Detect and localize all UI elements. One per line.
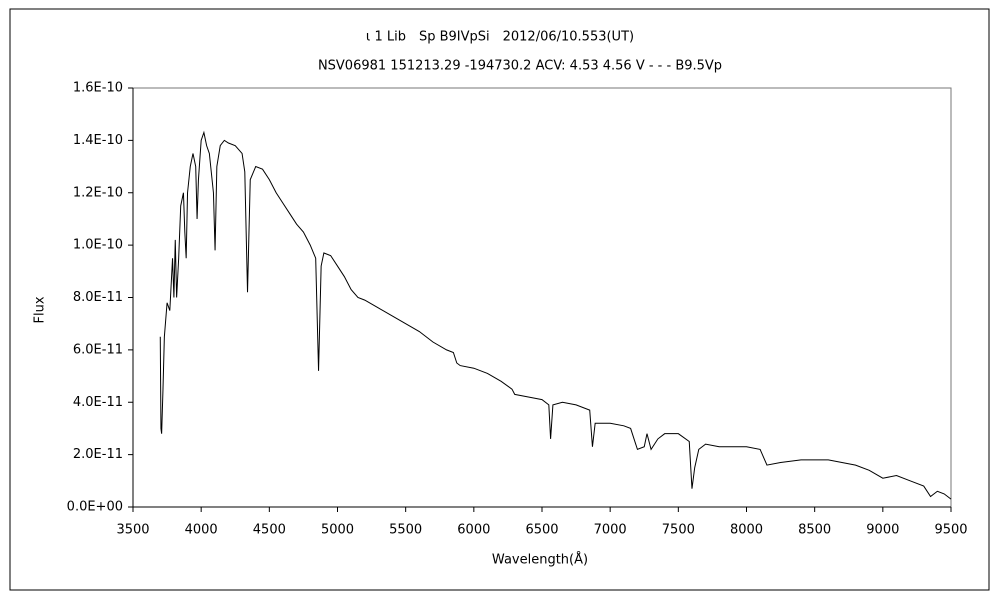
x-tick-label: 5000 (321, 523, 354, 538)
frame (9, 8, 990, 591)
plot-area (132, 87, 952, 508)
x-tick-label: 7000 (594, 523, 627, 538)
chart-title: ι 1 Lib Sp B9IVpSi 2012/06/10.553(UT) (366, 30, 634, 45)
x-tick-label: 8000 (730, 523, 763, 538)
y-tick-label: 0.0E+00 (67, 500, 123, 515)
x-tick-label: 4000 (185, 523, 218, 538)
x-axis-label: Wavelength(Å) (492, 552, 588, 568)
y-tick-label: 1.0E-10 (73, 238, 123, 253)
y-tick-label: 1.6E-10 (73, 81, 123, 96)
y-tick-label: 1.2E-10 (73, 185, 123, 200)
y-tick-label: 8.0E-11 (73, 290, 123, 305)
chart-subtitle: NSV06981 151213.29 -194730.2 ACV: 4.53 4… (318, 59, 722, 74)
x-tick-label: 3500 (116, 523, 149, 538)
x-tick-label: 9500 (934, 523, 967, 538)
y-tick-label: 1.4E-10 (73, 133, 123, 148)
x-tick-label: 4500 (253, 523, 286, 538)
x-tick-label: 6000 (457, 523, 490, 538)
x-tick-label: 7500 (662, 523, 695, 538)
x-tick-label: 8500 (798, 523, 831, 538)
y-tick-label: 6.0E-11 (73, 342, 123, 357)
spectrum-line (159, 130, 952, 500)
y-tick-label: 4.0E-11 (73, 395, 123, 410)
x-tick-label: 6500 (525, 523, 558, 538)
x-tick-label: 9000 (866, 523, 899, 538)
x-tick-label: 5500 (389, 523, 422, 538)
y-tick-label: 2.0E-11 (73, 447, 123, 462)
y-axis-label: Flux (33, 296, 48, 323)
